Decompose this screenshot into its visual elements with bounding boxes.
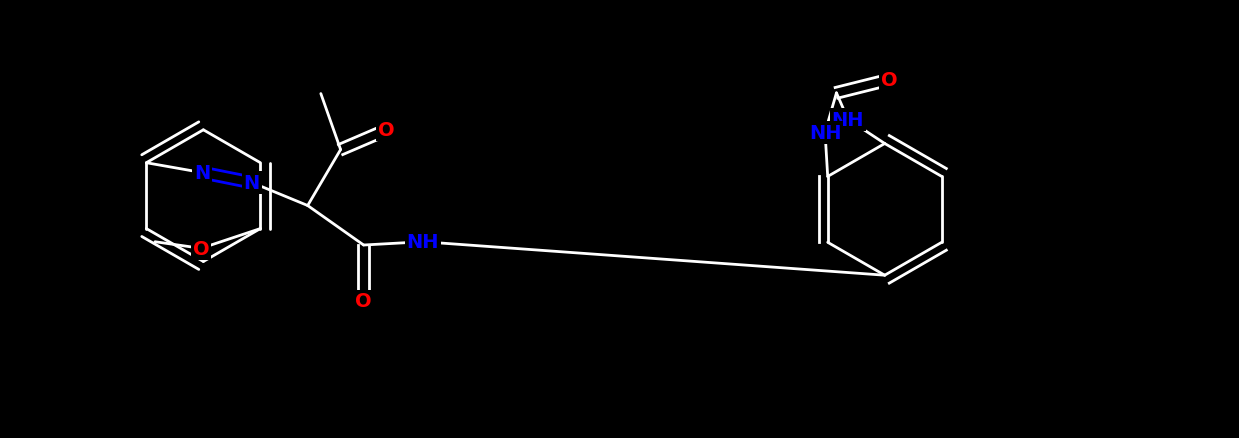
Text: NH: NH: [831, 110, 864, 129]
Text: N: N: [244, 173, 260, 193]
Text: O: O: [881, 71, 897, 90]
Text: O: O: [356, 292, 372, 311]
Text: N: N: [195, 164, 211, 183]
Text: O: O: [378, 121, 395, 140]
Text: NH: NH: [809, 124, 841, 142]
Text: NH: NH: [406, 233, 439, 252]
Text: O: O: [193, 239, 209, 258]
